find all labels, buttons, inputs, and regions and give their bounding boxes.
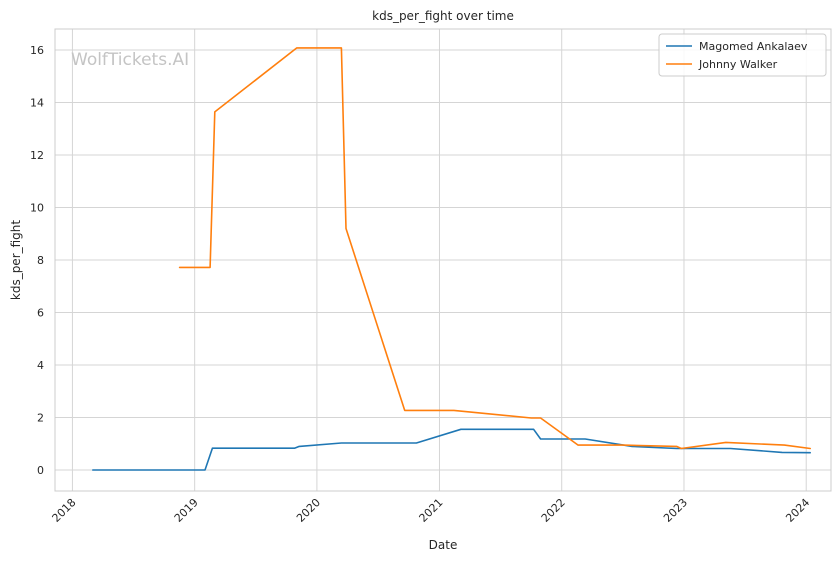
legend-label-magomed-ankalaev: Magomed Ankalaev [699,40,808,53]
y-axis-title: kds_per_fight [9,220,23,301]
y-tick-label: 0 [37,464,44,477]
series-layer [92,47,812,471]
y-tick-label: 10 [30,202,44,215]
series-line-johnny-walker [178,47,812,450]
chart-title: kds_per_fight over time [372,9,514,23]
y-tick-label: 4 [37,359,44,372]
series-line-magomed-ankalaev [92,428,812,471]
x-axis-title: Date [429,538,458,552]
y-tick-label: 2 [37,412,44,425]
y-tick-label: 16 [30,44,44,57]
grid-lines [55,29,831,491]
legend-box [658,33,827,77]
y-tick-label: 8 [37,254,44,267]
y-tick-labels: 0 2 4 6 8 10 12 14 16 [30,44,44,477]
legend: Magomed Ankalaev Johnny Walker [658,33,827,77]
watermark: WolfTickets.AI [71,50,189,70]
y-tick-label: 6 [37,307,44,320]
y-tick-label: 14 [30,97,44,110]
y-tick-label: 12 [30,149,44,162]
plot-frame [54,28,832,492]
legend-label-johnny-walker: Johnny Walker [698,58,778,71]
